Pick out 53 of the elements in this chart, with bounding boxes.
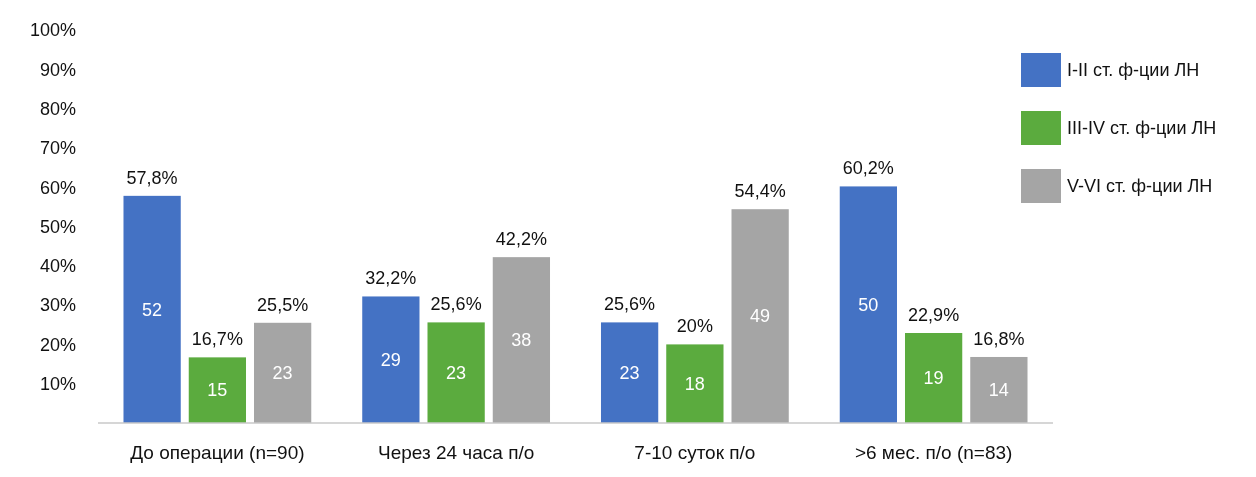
annotation: 14: [988, 380, 1009, 401]
y-tick-label: 80%: [39, 98, 76, 119]
bar: [666, 344, 724, 423]
data-label: 25,6%: [430, 294, 482, 315]
annotation: 19: [923, 368, 944, 389]
y-tick-label: 100%: [29, 20, 76, 41]
y-tick-label: 50%: [39, 216, 76, 237]
annotation: 38: [511, 330, 532, 351]
data-label: 16,7%: [191, 329, 243, 350]
data-label: 60,2%: [842, 158, 894, 179]
data-label: 32,2%: [365, 268, 417, 289]
annotation: 15: [207, 380, 228, 401]
y-tick-label: 40%: [39, 256, 76, 277]
annotation: 29: [380, 350, 401, 371]
bar: [188, 357, 246, 423]
annotation: 18: [684, 374, 705, 394]
data-label: 54,4%: [734, 181, 786, 202]
bar: [427, 322, 485, 423]
data-label: 20%: [676, 316, 713, 337]
x-tick-label: >6 мес. п/о (n=83): [854, 442, 1013, 463]
data-label: 25,5%: [257, 294, 309, 315]
legend-label: I-II ст. ф-ции ЛН: [1067, 60, 1200, 81]
bar: [839, 186, 897, 423]
annotation: 50: [858, 295, 879, 316]
bar: [362, 296, 420, 423]
bar: [731, 209, 789, 423]
legend-label: III-IV ст. ф-ции ЛН: [1067, 118, 1217, 139]
x-tick-label: До операции (n=90): [130, 442, 305, 463]
x-tick-label: Через 24 часа п/о: [377, 442, 535, 463]
data-label: 25,6%: [604, 294, 656, 315]
y-tick-label: 30%: [39, 295, 76, 316]
data-label: 16,8%: [973, 328, 1025, 349]
legend-label: V-VI ст. ф-ции ЛН: [1067, 176, 1213, 197]
y-tick-label: 20%: [39, 334, 76, 355]
bar: [254, 322, 312, 423]
bar: [970, 356, 1028, 423]
bar: [492, 257, 551, 423]
annotation: 49: [750, 306, 771, 327]
y-tick-label: 90%: [39, 59, 76, 80]
y-tick-label: 10%: [39, 374, 76, 394]
data-label: 57,8%: [126, 167, 178, 188]
y-tick-label: 70%: [39, 138, 76, 159]
y-tick-label: 60%: [39, 177, 76, 198]
annotation: 23: [446, 363, 467, 383]
annotation: 23: [619, 363, 640, 383]
bar: [123, 195, 181, 423]
annotation: 23: [272, 363, 293, 384]
bar: [905, 333, 963, 423]
data-label: 42,2%: [495, 229, 547, 250]
bar: [600, 322, 659, 423]
annotation: 52: [142, 299, 163, 320]
x-tick-label: 7-10 суток п/о: [634, 442, 756, 463]
data-label: 22,9%: [908, 305, 960, 325]
